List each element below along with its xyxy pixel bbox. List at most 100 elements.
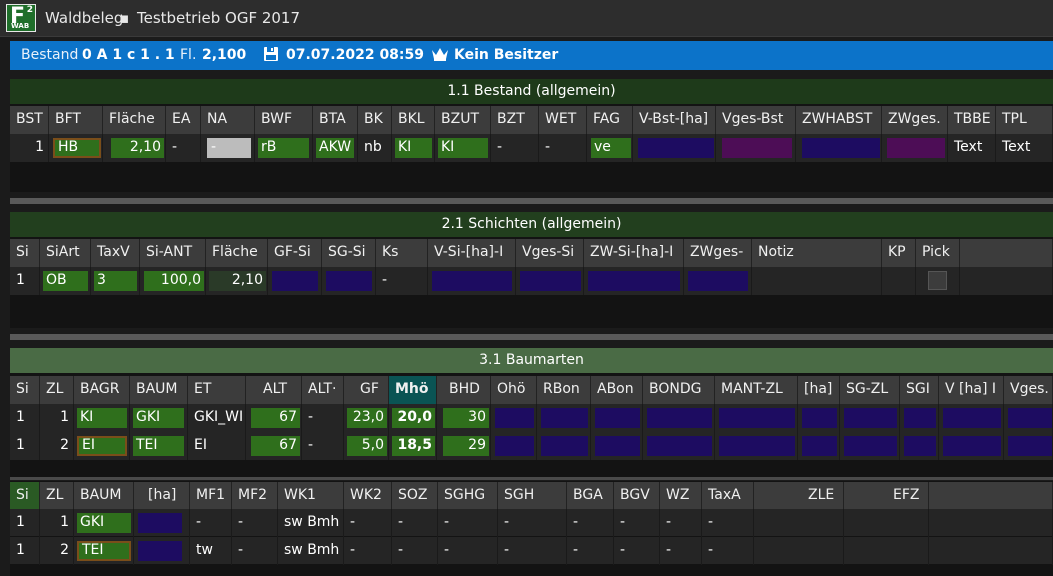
col-abon[interactable]: ABon	[591, 376, 643, 404]
col-notiz[interactable]: Notiz	[752, 239, 882, 267]
col-alt[interactable]: ALT	[246, 376, 302, 404]
col-bft[interactable]: BFT	[49, 106, 103, 134]
col-baum[interactable]: BAUM	[130, 376, 188, 404]
table-row[interactable]: 1 OB 3 100,0 2,10 -	[10, 267, 1053, 295]
col-v-bst[interactable]: V-Bst-[ha]	[633, 106, 716, 134]
cell-mhoe[interactable]: 20,0	[392, 408, 435, 428]
table-row[interactable]: 1 1 GKI - - sw Bmh - - - - - - - -	[10, 509, 1053, 537]
cell-flaeche[interactable]: 2,10	[111, 138, 164, 158]
save-icon[interactable]	[263, 46, 279, 66]
cell-sgi[interactable]	[904, 436, 936, 456]
cell-flaeche[interactable]: 2,10	[209, 271, 266, 291]
col-gf-si[interactable]: GF-Si	[268, 239, 322, 267]
cell-bwf[interactable]: rB	[258, 138, 309, 158]
owner-label[interactable]: Kein Besitzer	[454, 47, 559, 63]
cell-bft[interactable]: HB	[53, 138, 101, 158]
cell-gf[interactable]: 23,0	[347, 408, 387, 428]
col-sg-si[interactable]: SG-Si	[322, 239, 376, 267]
col-wk2[interactable]: WK2	[344, 482, 392, 510]
col-zl[interactable]: ZL	[40, 482, 74, 510]
splitter[interactable]	[10, 477, 1053, 480]
cell-mant-zl[interactable]	[719, 436, 795, 456]
col-bgv[interactable]: BGV	[614, 482, 660, 510]
cell-gf-si[interactable]	[272, 271, 318, 291]
cell-alt[interactable]: 67	[251, 436, 300, 456]
bestand-value[interactable]: 0 A 1 c 1 . 1	[82, 47, 175, 63]
cell-abon[interactable]	[595, 408, 640, 428]
col-ha[interactable]: [ha]	[798, 376, 840, 404]
cell-ha[interactable]	[138, 541, 182, 561]
cell-ha[interactable]	[802, 436, 837, 456]
cell-efz[interactable]	[844, 509, 929, 537]
col-sgh[interactable]: SGH	[498, 482, 567, 510]
cell-fag[interactable]: ve	[591, 138, 631, 158]
col-siart[interactable]: SiArt	[40, 239, 91, 267]
col-soz[interactable]: SOZ	[392, 482, 438, 510]
cell-ohoe[interactable]	[495, 408, 534, 428]
col-v-si[interactable]: V-Si-[ha]-I	[428, 239, 516, 267]
col-ohoe[interactable]: Ohö	[491, 376, 537, 404]
col-bzut[interactable]: BZUT	[435, 106, 491, 134]
col-et[interactable]: ET	[188, 376, 246, 404]
col-tbbe[interactable]: TBBE	[948, 106, 996, 134]
cell-bhd[interactable]: 29	[443, 436, 489, 456]
cell-bhd[interactable]: 30	[443, 408, 489, 428]
cell-mhoe[interactable]: 18,5	[392, 436, 435, 456]
col-flaeche[interactable]: Fläche	[206, 239, 268, 267]
col-mf1[interactable]: MF1	[190, 482, 232, 510]
col-taxv[interactable]: TaxV	[91, 239, 140, 267]
col-na[interactable]: NA	[201, 106, 255, 134]
col-vges-bst[interactable]: Vges-Bst	[716, 106, 796, 134]
col-si[interactable]: Si	[10, 376, 40, 404]
col-bkl[interactable]: BKL	[392, 106, 435, 134]
cell-bondg[interactable]	[647, 408, 712, 428]
col-si-ant[interactable]: Si-ANT	[140, 239, 206, 267]
cell-zwges[interactable]	[688, 271, 748, 291]
col-bondg[interactable]: BONDG	[643, 376, 715, 404]
cell-bzut[interactable]: KI	[438, 138, 488, 158]
cell-ha[interactable]	[138, 513, 182, 533]
cell-v-si[interactable]	[432, 271, 512, 291]
cell-baum[interactable]: TEI	[77, 541, 131, 561]
col-sgi[interactable]: SGI	[900, 376, 939, 404]
cell-kp[interactable]	[882, 267, 916, 295]
col-bwf[interactable]: BWF	[255, 106, 313, 134]
splitter[interactable]	[10, 198, 1053, 204]
cell-siart[interactable]: OB	[43, 271, 88, 291]
table-row[interactable]: 1 HB 2,10 - - rB AKW nb KI KI - - ve Tex…	[10, 134, 1053, 162]
col-v-ha[interactable]: V [ha] I	[939, 376, 1004, 404]
col-zwges[interactable]: ZWges.	[882, 106, 948, 134]
col-ha[interactable]: [ha]	[134, 482, 190, 510]
col-baum[interactable]: BAUM	[74, 482, 134, 510]
cell-bkl[interactable]: KI	[395, 138, 432, 158]
cell-abon[interactable]	[595, 436, 640, 456]
col-sghg[interactable]: SGHG	[438, 482, 498, 510]
table-row[interactable]: 1 2 TEI tw - sw Bmh - - - - - - - -	[10, 537, 1053, 565]
cell-v-ha[interactable]	[943, 436, 1001, 456]
col-pick[interactable]: Pick	[916, 239, 960, 267]
cell-gf[interactable]: 5,0	[347, 436, 387, 456]
col-zwhabst[interactable]: ZWHABST	[796, 106, 882, 134]
col-zle[interactable]: ZLE	[754, 482, 844, 510]
cell-sg-si[interactable]	[326, 271, 372, 291]
col-alt2[interactable]: ALT·	[302, 376, 344, 404]
cell-rbon[interactable]	[541, 436, 588, 456]
cell-zwges[interactable]	[887, 138, 945, 158]
col-bagr[interactable]: BAGR	[74, 376, 130, 404]
cell-bta[interactable]: AKW	[316, 138, 354, 158]
cell-bagr[interactable]: EI	[77, 436, 127, 456]
cell-v-ha[interactable]	[943, 408, 1001, 428]
col-wet[interactable]: WET	[539, 106, 587, 134]
col-taxa[interactable]: TaxA	[702, 482, 754, 510]
col-zw-si[interactable]: ZW-Si-[ha]-I	[584, 239, 684, 267]
cell-efz[interactable]	[844, 537, 929, 565]
cell-zle[interactable]	[754, 509, 844, 537]
col-wk1[interactable]: WK1	[278, 482, 344, 510]
col-mant-zl[interactable]: MANT-ZL	[715, 376, 798, 404]
col-mf2[interactable]: MF2	[232, 482, 278, 510]
cell-vges-bst[interactable]	[722, 138, 792, 158]
cell-sgi[interactable]	[904, 408, 936, 428]
pick-checkbox[interactable]	[928, 271, 947, 290]
col-tpl[interactable]: TPL	[996, 106, 1053, 134]
cell-ha[interactable]	[802, 408, 837, 428]
